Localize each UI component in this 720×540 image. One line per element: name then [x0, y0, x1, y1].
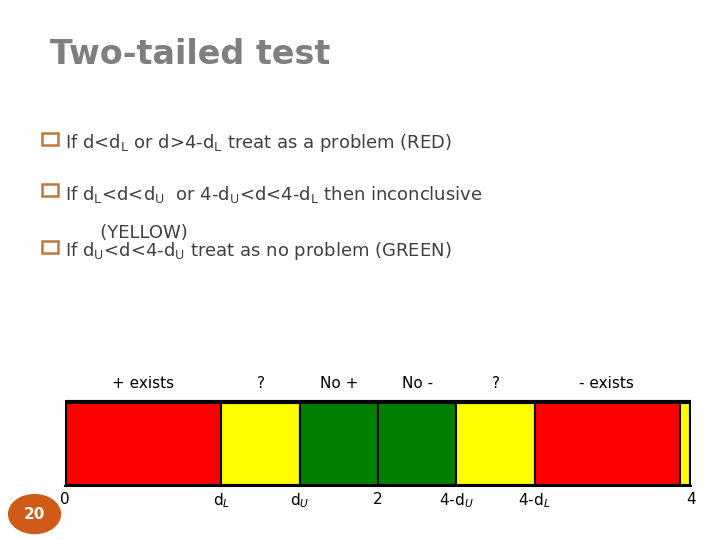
- FancyBboxPatch shape: [42, 184, 58, 196]
- Text: If d$_{\rm L}$<d<d$_{\rm U}$  or 4-d$_{\rm U}$<d<4-d$_{\rm L}$ then inconclusive: If d$_{\rm L}$<d<d$_{\rm U}$ or 4-d$_{\r…: [65, 184, 482, 205]
- Text: 20: 20: [24, 507, 45, 522]
- Text: No +: No +: [320, 376, 358, 392]
- Bar: [300, 402, 378, 486]
- Text: ?: ?: [256, 376, 264, 392]
- FancyBboxPatch shape: [42, 241, 58, 253]
- Text: (YELLOW): (YELLOW): [83, 224, 187, 242]
- Text: No -: No -: [402, 376, 433, 392]
- Circle shape: [9, 495, 60, 534]
- Bar: [65, 402, 222, 486]
- Text: - exists: - exists: [579, 376, 634, 392]
- FancyBboxPatch shape: [42, 133, 58, 145]
- Bar: [456, 402, 534, 486]
- Bar: [378, 402, 456, 486]
- Text: ?: ?: [492, 376, 500, 392]
- Text: If d$_{\rm U}$<d<4-d$_{\rm U}$ treat as no problem (GREEN): If d$_{\rm U}$<d<4-d$_{\rm U}$ treat as …: [65, 240, 451, 262]
- Text: + exists: + exists: [112, 376, 174, 392]
- Text: Two-tailed test: Two-tailed test: [50, 38, 330, 71]
- Bar: [680, 402, 691, 486]
- Bar: [65, 402, 691, 486]
- Bar: [222, 402, 300, 486]
- Bar: [534, 402, 680, 486]
- Text: If d<d$_{\rm L}$ or d>4-d$_{\rm L}$ treat as a problem (RED): If d<d$_{\rm L}$ or d>4-d$_{\rm L}$ trea…: [65, 132, 452, 154]
